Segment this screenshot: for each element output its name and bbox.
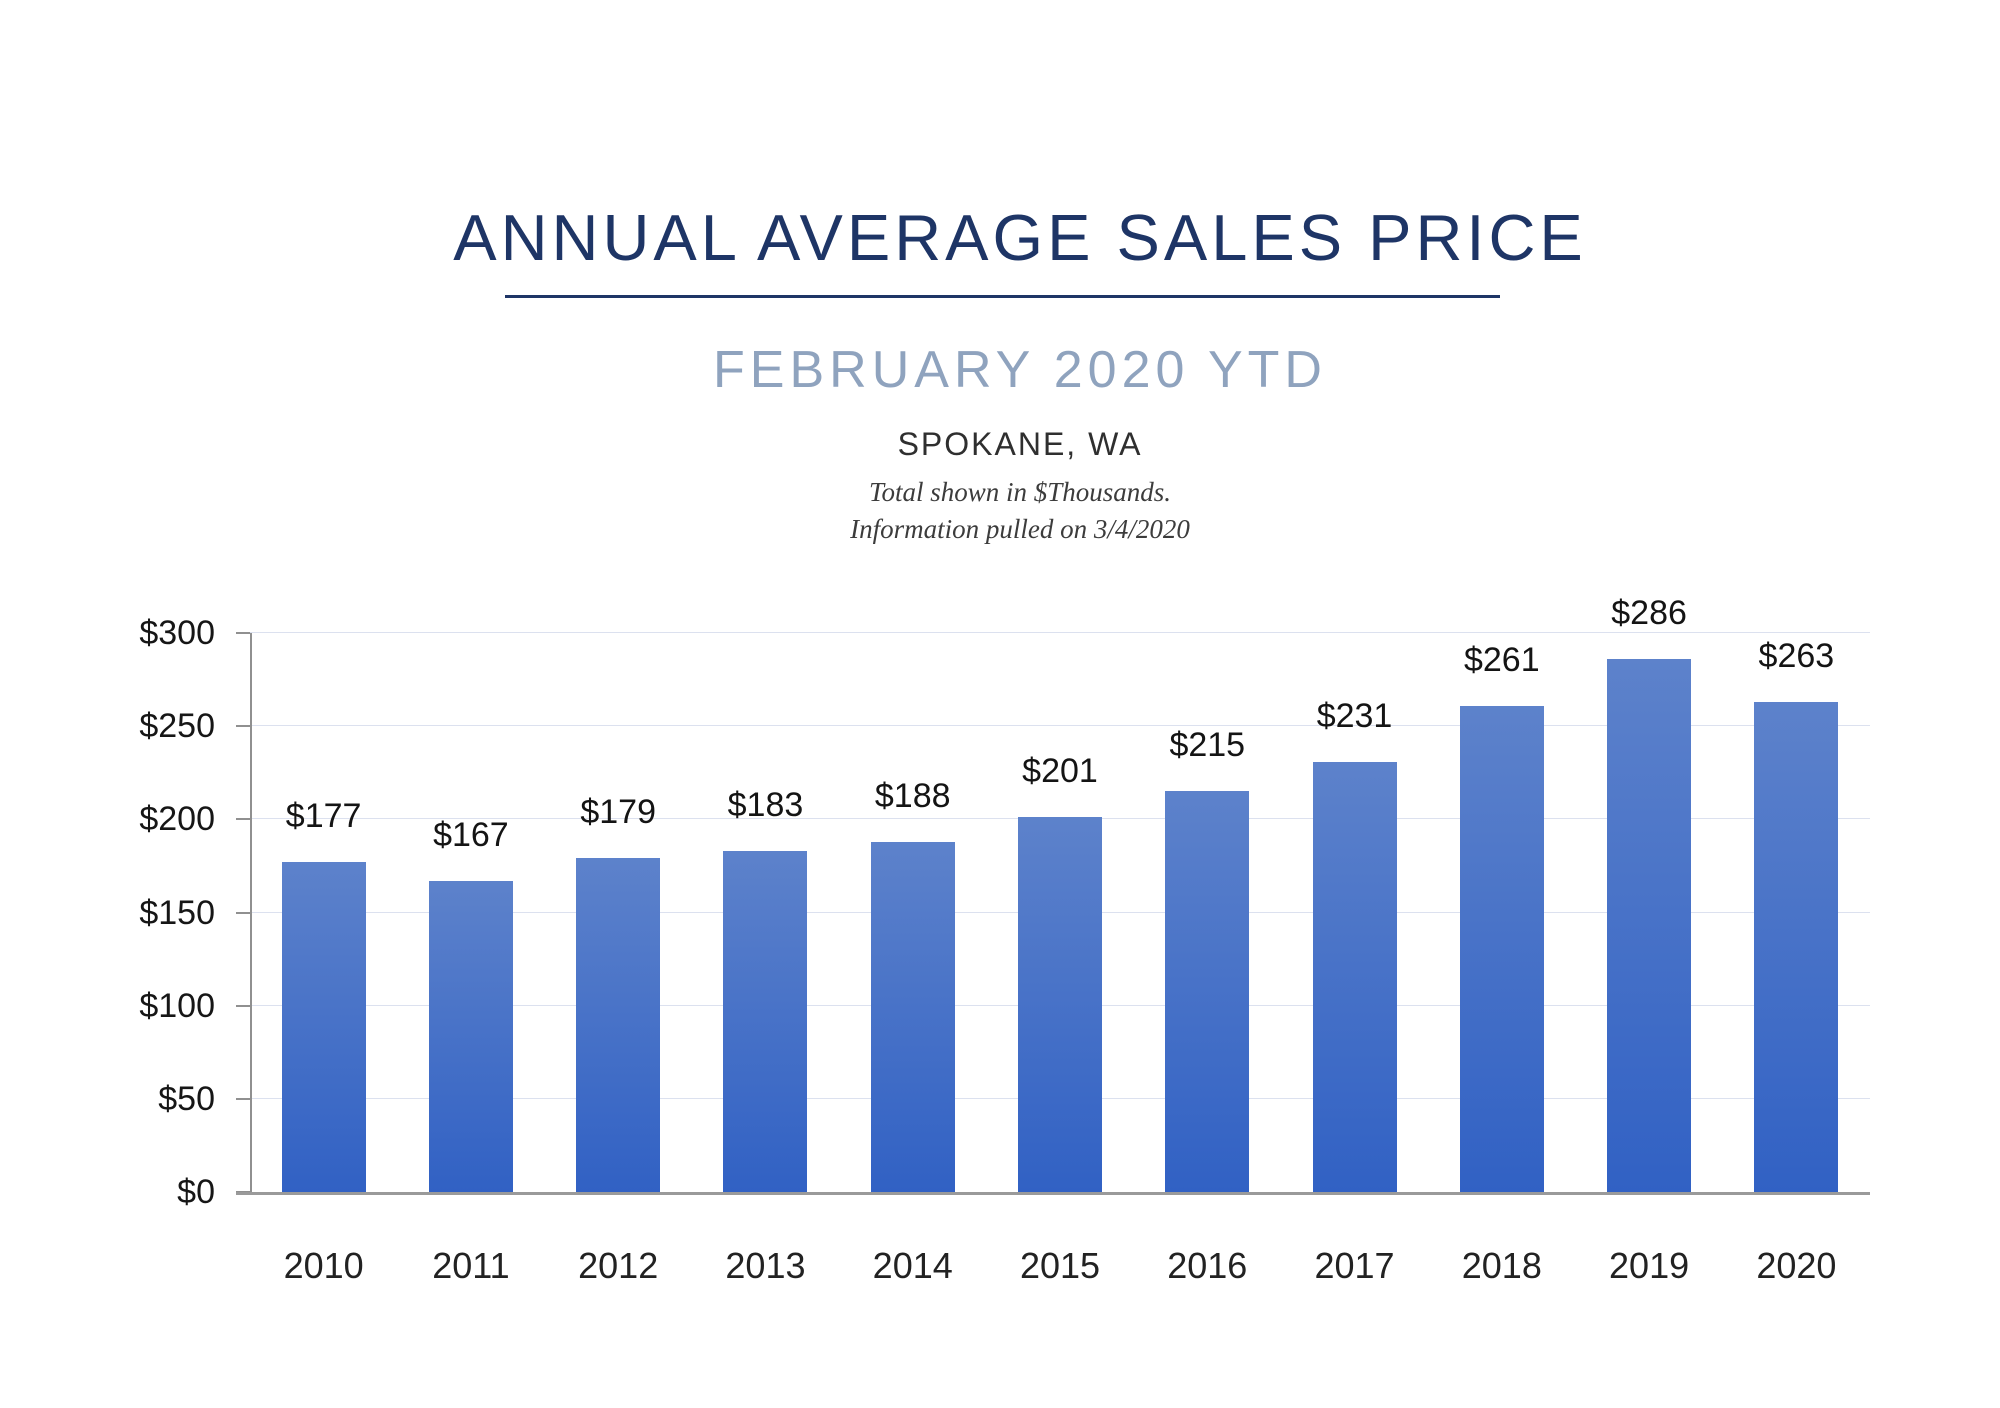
x-tick-label-2015: 2015 (1019, 1245, 1101, 1286)
bar-value-label-2019: $286 (1611, 594, 1687, 633)
y-tick-label-100: $100 (139, 986, 215, 1025)
y-tick-label-250: $250 (139, 707, 215, 746)
bar-2018 (1459, 705, 1544, 1192)
y-tick-label-50: $50 (158, 1079, 215, 1118)
gridline-300 (250, 632, 1870, 633)
x-tick-label-2010: 2010 (283, 1245, 364, 1286)
x-tick-label-2019: 2019 (1609, 1245, 1690, 1286)
y-tick-label-300: $300 (139, 614, 215, 652)
y-axis-tick-300 (236, 632, 250, 634)
bar-value-label-2011: $167 (433, 815, 509, 854)
x-tick-label-2012: 2012 (578, 1245, 659, 1286)
bar-2017 (1312, 761, 1397, 1192)
bar-value-label-2016: $215 (1169, 726, 1246, 765)
y-axis-tick-100 (236, 1004, 250, 1007)
units-note: Total shown in $Thousands. (868, 477, 1172, 507)
x-tick-label-2020: 2020 (1756, 1245, 1837, 1286)
x-tick-label-2016: 2016 (1167, 1245, 1248, 1286)
y-tick-label-150: $150 (139, 893, 215, 932)
bar-2012 (576, 858, 661, 1192)
bar-2016 (1165, 791, 1250, 1192)
x-tick-label-2014: 2014 (872, 1245, 953, 1286)
x-tick-label-2011: 2011 (432, 1245, 510, 1286)
y-axis-tick-200 (236, 818, 250, 821)
bar-value-label-2014: $188 (874, 776, 951, 815)
pulled-date-note: Information pulled on 3/4/2020 (850, 514, 1190, 544)
bar-2011 (428, 880, 513, 1192)
y-axis-tick-50 (236, 1097, 250, 1100)
gridline-250 (250, 725, 1870, 727)
bar-2013 (723, 851, 808, 1192)
page-title: ANNUAL AVERAGE SALES PRICE (453, 201, 1587, 274)
bar-value-label-2012: $179 (580, 793, 656, 832)
bar-value-label-2018: $261 (1463, 640, 1540, 679)
x-tick-label-2013: 2013 (725, 1245, 806, 1286)
title-underline (505, 295, 1500, 298)
bar-value-label-2010: $177 (285, 797, 362, 836)
y-axis-line (250, 633, 252, 1192)
x-tick-label-2017: 2017 (1314, 1245, 1395, 1286)
bar-value-label-2015: $201 (1022, 752, 1098, 791)
bar-value-label-2017: $231 (1316, 696, 1393, 735)
bar-2020 (1754, 701, 1839, 1192)
y-tick-label-200: $200 (139, 800, 215, 839)
bar-value-label-2020: $263 (1758, 636, 1835, 675)
bar-2015 (1018, 817, 1102, 1192)
y-axis-tick-150 (236, 911, 250, 914)
bar-2010 (281, 862, 366, 1192)
bar-value-label-2013: $183 (727, 786, 804, 824)
subtitle: FEBRUARY 2020 YTD (713, 341, 1327, 399)
x-axis-line (236, 1192, 1870, 1195)
location-label: SPOKANE, WA (897, 426, 1143, 462)
bar-2014 (870, 841, 955, 1192)
bar-2019 (1607, 659, 1692, 1192)
y-axis-tick-250 (236, 725, 250, 728)
y-tick-label-0: $0 (177, 1173, 215, 1211)
x-tick-label-2018: 2018 (1461, 1245, 1542, 1286)
